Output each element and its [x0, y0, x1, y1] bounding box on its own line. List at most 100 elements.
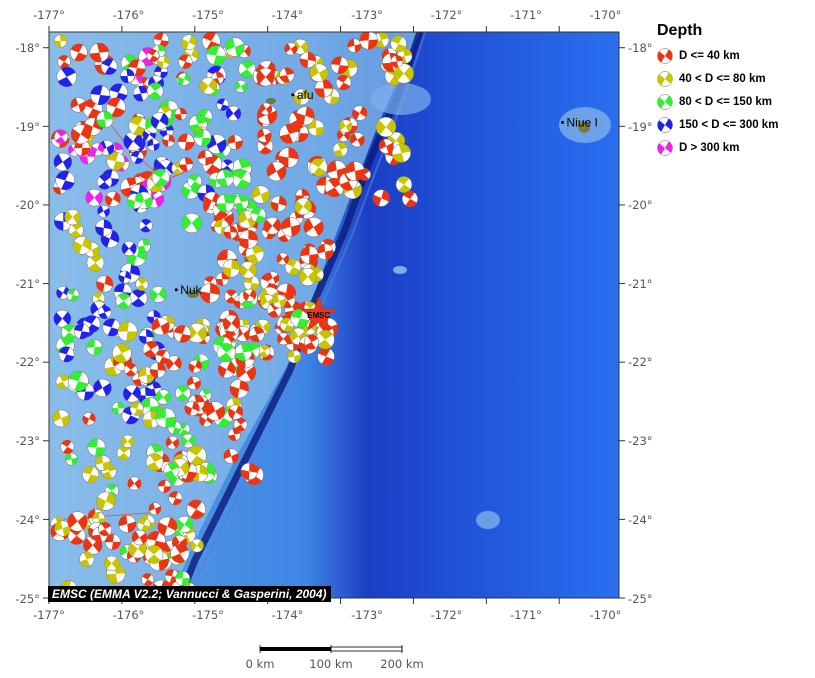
focal-mechanism-icon	[168, 491, 183, 506]
lon-label-bottom: -174°	[272, 608, 304, 622]
focal-mechanism-icon	[233, 194, 249, 210]
focal-mechanism-icon	[142, 410, 161, 429]
focal-mechanism-icon	[272, 294, 287, 309]
focal-mechanism-icon	[135, 277, 149, 291]
focal-mechanism-icon	[256, 67, 275, 87]
focal-mechanism-icon	[124, 363, 138, 377]
focal-mechanism-icon	[115, 292, 132, 309]
focal-mechanism-icon	[95, 219, 113, 237]
depth-legend-icon	[657, 71, 673, 87]
focal-mechanism-icon	[58, 346, 75, 363]
focal-mechanism-icon	[106, 151, 125, 171]
focal-mechanism-icon	[223, 448, 239, 464]
focal-mechanism-icon	[98, 522, 113, 537]
scale-bar-segment	[260, 647, 331, 651]
lon-tick-labels-bottom: -177° -176° -175° -174° -173° -172° -171…	[33, 608, 621, 622]
focal-mechanism-icon	[73, 323, 90, 340]
depth-legend-icon	[657, 140, 673, 156]
lat-label-right: -18°	[628, 41, 653, 55]
focal-mechanism-icon	[181, 212, 202, 234]
focal-mechanism-icon	[278, 147, 299, 168]
legend-item-deep: D > 300 km	[656, 139, 739, 157]
focal-mechanism-icon	[146, 531, 166, 551]
focal-mechanism-icon	[157, 55, 170, 69]
depth-legend-icon	[657, 117, 673, 133]
focal-mechanism-icon	[359, 32, 378, 50]
lon-label-top: -173°	[351, 8, 383, 22]
focal-mechanism-icon	[390, 55, 404, 68]
focal-mechanism-icon	[116, 445, 132, 461]
focal-mechanism-icon	[96, 174, 113, 190]
focal-mechanism-icon	[72, 236, 92, 255]
focal-mechanism-icon	[345, 161, 365, 181]
lat-label-left: -20°	[15, 198, 40, 212]
focal-mechanism-icon	[131, 529, 148, 546]
focal-mechanism-icon	[138, 329, 154, 345]
place-label: afu	[297, 88, 314, 102]
focal-mechanism-icon	[332, 142, 348, 158]
focal-mechanism-icon	[330, 56, 349, 74]
focal-mechanism-icon	[238, 60, 256, 78]
focal-mechanism-icon	[90, 85, 111, 106]
focal-mechanism-icon	[238, 229, 258, 249]
focal-mechanism-icon	[284, 42, 298, 56]
lon-label-top: -171°	[510, 8, 542, 22]
focal-mechanism-icon	[155, 407, 176, 429]
lon-label-top: -177°	[33, 8, 65, 22]
lon-label-bottom: -173°	[351, 608, 383, 622]
focal-mechanism-icon	[303, 334, 320, 350]
focal-mechanism-icon	[295, 106, 315, 126]
focal-mechanism-icon	[326, 160, 347, 181]
lon-tick-labels-top: -177° -176° -175° -174° -173° -172° -171…	[33, 8, 621, 22]
focal-mechanism-icon	[205, 401, 225, 421]
lon-label-bottom: -172°	[431, 608, 463, 622]
focal-mechanism-icon	[393, 63, 414, 84]
focal-mechanism-icon	[151, 317, 170, 336]
focal-mechanism-icon	[68, 370, 89, 392]
focal-mechanism-icon	[378, 138, 394, 154]
focal-mechanism-icon	[347, 38, 362, 53]
emsc-epicenter-star[interactable]: EMSC	[299, 295, 338, 332]
focal-mechanism-icon	[93, 378, 112, 398]
focal-mechanism-icon	[199, 77, 218, 95]
focal-mechanism-icon	[117, 321, 138, 342]
focal-mechanism-icon	[103, 555, 120, 572]
place-dot-icon	[291, 93, 295, 97]
lat-label-right: -22°	[628, 355, 653, 369]
focal-mechanism-icon	[281, 217, 301, 237]
focal-mechanism-icon	[79, 551, 95, 567]
focal-mechanism-icon	[120, 68, 135, 84]
focal-mechanism-icon	[315, 330, 335, 350]
focal-mechanism-icon	[287, 349, 302, 364]
lon-label-top: -176°	[113, 8, 145, 22]
lat-label-left: -25°	[15, 592, 40, 606]
focal-mechanism-icon	[316, 243, 334, 261]
focal-mechanism-icon	[96, 110, 114, 129]
focal-mechanism-icon	[155, 349, 171, 365]
focal-mechanism-icon	[248, 326, 265, 343]
focal-mechanism-icon	[146, 49, 160, 62]
focal-mechanism-icon	[177, 72, 191, 86]
legend-label: 150 < D <= 300 km	[679, 119, 779, 131]
focal-mechanism-icon	[106, 97, 126, 118]
focal-mechanism-icon	[149, 286, 167, 303]
focal-mechanism-icon	[314, 79, 333, 98]
focal-mechanism-icon	[390, 35, 407, 53]
focal-mechanism-icon	[259, 102, 273, 116]
focal-mechanism-icon	[251, 185, 270, 204]
focal-mechanism-icon	[309, 63, 329, 83]
focal-mechanism-icon	[279, 67, 295, 83]
focal-mechanism-icon	[128, 116, 148, 136]
focal-mechanism-icon	[60, 439, 75, 454]
data-credit: EMSC (EMMA V2.2; Vannucci & Gasperini, 2…	[48, 586, 331, 602]
focal-mechanism-icon	[104, 534, 121, 550]
focal-mechanism-icon	[216, 194, 235, 213]
emsc-marker-label: EMSC	[307, 311, 330, 320]
focal-mechanism-icon	[276, 252, 290, 266]
lon-label-bottom: -176°	[113, 608, 145, 622]
focal-mechanism-icon	[144, 545, 164, 564]
focal-mechanism-icon	[102, 318, 121, 337]
focal-mechanism-icon	[176, 515, 193, 533]
focal-mechanism-icon	[96, 275, 114, 293]
focal-mechanism-icon	[257, 128, 272, 143]
